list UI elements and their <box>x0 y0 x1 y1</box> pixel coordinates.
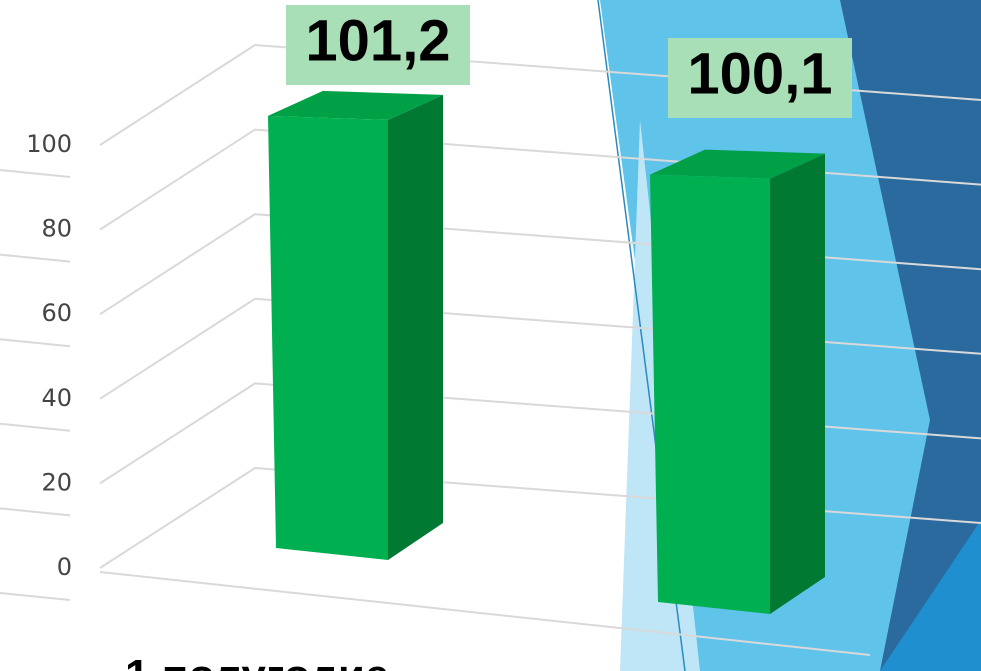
bg-shape <box>880 520 981 671</box>
category-label: 1 полугодие <box>125 651 389 671</box>
grid-line <box>0 507 71 517</box>
grid-line <box>0 169 71 178</box>
grid-line <box>0 422 71 432</box>
y-tick-label: 40 <box>41 384 72 412</box>
value-label-bg <box>286 5 470 85</box>
bar-side <box>770 153 825 614</box>
y-tick-label: 100 <box>26 130 72 158</box>
value-label-bg <box>668 38 852 118</box>
value-label: 100,1 <box>687 41 832 106</box>
bar-top <box>650 149 825 179</box>
bar <box>650 149 825 614</box>
bar-front <box>268 115 388 560</box>
y-tick-label: 80 <box>41 215 72 243</box>
grid-line <box>0 592 71 601</box>
bg-shape <box>840 0 981 671</box>
bar-top <box>268 90 443 120</box>
grid-line <box>0 253 71 263</box>
y-tick-label: 60 <box>41 299 72 327</box>
y-tick-label: 0 <box>57 553 72 581</box>
bar-side <box>388 94 443 560</box>
floor-line <box>99 571 871 656</box>
value-label: 101,2 <box>305 8 450 73</box>
grid-line <box>0 338 71 348</box>
bars: 101,2 100,1 <box>268 5 852 614</box>
bar <box>268 90 443 560</box>
bar-front <box>650 174 770 614</box>
y-tick-label: 20 <box>41 468 72 496</box>
